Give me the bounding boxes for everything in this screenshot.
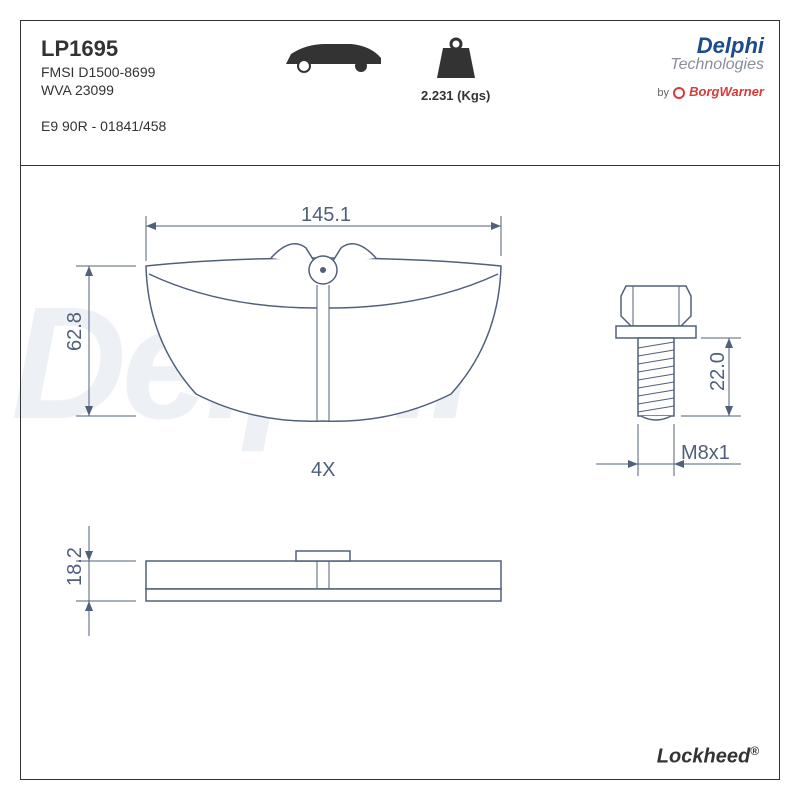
wva-code: WVA 23099 [41, 82, 166, 98]
dim-height: 62.8 [64, 312, 86, 351]
logo-sub: Technologies [657, 56, 764, 74]
dim-bolt-length: 22.0 [707, 352, 729, 391]
brake-pad-front: 145.1 62.8 4X [64, 204, 501, 481]
quantity-label: 4X [311, 459, 335, 481]
fmsi-code: FMSI D1500-8699 [41, 64, 166, 80]
header-section: LP1695 FMSI D1500-8699 WVA 23099 E9 90R … [21, 21, 779, 166]
certification: E9 90R - 01841/458 [41, 118, 166, 134]
bolt-diagram: 22.0 M8x1 [596, 286, 741, 476]
part-number: LP1695 [41, 36, 166, 62]
dim-bolt-thread: M8x1 [681, 442, 730, 464]
weight-value: 2.231 (Kgs) [421, 88, 490, 103]
part-info: LP1695 FMSI D1500-8699 WVA 23099 E9 90R … [41, 36, 166, 134]
brand-logo: Delphi Technologies by BorgWarner [657, 36, 764, 100]
logo-byline: by BorgWarner [657, 84, 764, 100]
car-position-icon [276, 36, 386, 81]
weight-icon [431, 36, 481, 81]
weight-block: 2.231 (Kgs) [421, 36, 490, 103]
brake-pad-side: 18.2 [64, 526, 501, 636]
logo-main: Delphi [657, 36, 764, 56]
dim-thickness: 18.2 [64, 547, 86, 586]
technical-diagram: 145.1 62.8 4X [21, 166, 779, 739]
footer-brand: Lockheed® [657, 744, 759, 769]
dim-width: 145.1 [301, 204, 351, 226]
drawing-frame: Delphi LP1695 FMSI D1500-8699 WVA 23099 … [20, 20, 780, 780]
